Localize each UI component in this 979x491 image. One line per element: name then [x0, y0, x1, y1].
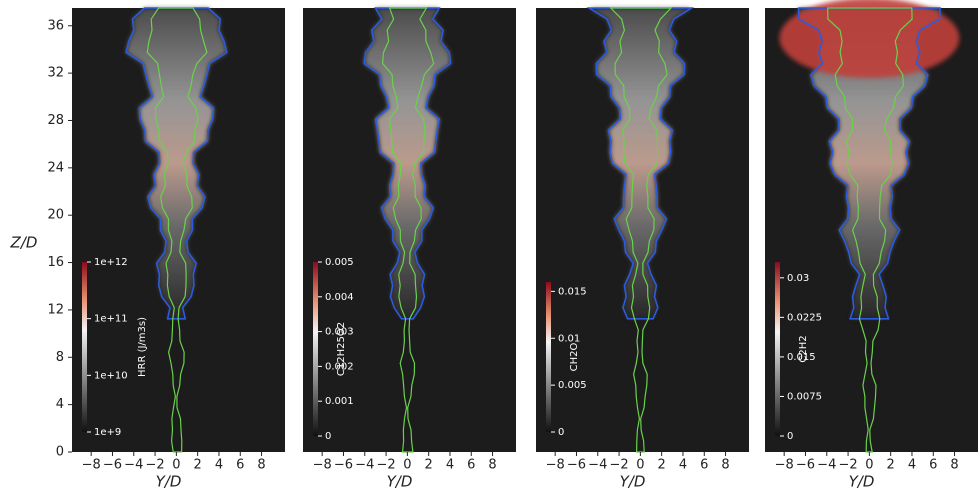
colorbar-tick-label: 0.01 — [558, 333, 580, 344]
x-tick-label: −6 — [103, 458, 122, 473]
x-tick-label: −4 — [588, 458, 607, 473]
blue-contour — [125, 7, 228, 320]
x-tick-label: −4 — [355, 458, 374, 473]
colorbar-label: C2H2 — [798, 335, 809, 362]
colorbar-tick-label: 1e+11 — [94, 314, 128, 325]
x-tick-label: −6 — [334, 458, 353, 473]
x-tick-label: 0 — [636, 458, 644, 473]
y-tick-label: 28 — [47, 113, 64, 128]
colorbar-label: CH2O — [569, 343, 580, 372]
x-tick-label: 0 — [865, 458, 873, 473]
x-tick-label: −4 — [124, 458, 143, 473]
colorbar-tick-label: 0 — [787, 431, 793, 442]
blue-contour — [586, 7, 695, 320]
colorbar-tick-label: 0.003 — [325, 327, 354, 338]
x-tick-label: −2 — [838, 458, 857, 473]
y-tick-label: 12 — [47, 302, 64, 317]
jet-field — [125, 7, 228, 453]
x-tick-label: −2 — [609, 458, 628, 473]
colorbar — [313, 262, 318, 436]
x-tick-label: 8 — [488, 458, 496, 473]
blue-contour — [797, 7, 941, 320]
colorbar-tick-label: 0 — [558, 427, 564, 438]
y-tick-label: 32 — [47, 66, 64, 81]
x-tick-label: −6 — [567, 458, 586, 473]
x-axis-label: Y/D — [620, 473, 646, 491]
colorbar-tick-label: 0.03 — [787, 273, 809, 284]
x-tick-label: 6 — [700, 458, 708, 473]
colorbar-tick-label: 0.002 — [325, 361, 354, 372]
x-tick-label: 6 — [929, 458, 937, 473]
x-tick-label: −8 — [775, 458, 794, 473]
x-tick-label: 8 — [950, 458, 958, 473]
x-tick-label: 8 — [257, 458, 265, 473]
colorbar-label: HRR (J/m3s) — [137, 317, 148, 377]
jet-fill — [126, 8, 227, 319]
x-tick-label: 8 — [721, 458, 729, 473]
x-tick-label: −8 — [82, 458, 101, 473]
green-contour — [827, 7, 913, 453]
colorbar-tick-label: 0.004 — [325, 292, 354, 303]
x-axis-label: Y/D — [849, 473, 875, 491]
x-tick-label: 2 — [425, 458, 433, 473]
x-tick-label: −4 — [817, 458, 836, 473]
colorbar-tick-label: 0.015 — [787, 352, 816, 363]
x-tick-label: 4 — [679, 458, 687, 473]
colorbar — [546, 282, 551, 432]
jet-field — [363, 7, 452, 453]
x-tick-label: 6 — [236, 458, 244, 473]
x-tick-label: −2 — [145, 458, 164, 473]
x-axis-label: Y/D — [387, 473, 413, 491]
jet-fill — [364, 8, 451, 319]
green-contour — [381, 7, 435, 453]
colorbar-tick-label: 0.0225 — [787, 312, 822, 323]
y-tick-label: 8 — [56, 350, 64, 365]
blue-contour — [363, 7, 452, 320]
x-tick-label: −8 — [313, 458, 332, 473]
x-tick-label: 4 — [446, 458, 454, 473]
y-tick-label: 0 — [56, 445, 64, 460]
x-tick-label: −2 — [376, 458, 395, 473]
x-tick-label: 0 — [403, 458, 411, 473]
x-tick-label: 4 — [215, 458, 223, 473]
colorbar — [775, 262, 780, 436]
colorbar-tick-label: 0 — [325, 431, 331, 442]
colorbar — [82, 262, 87, 432]
colorbar-tick-label: 0.001 — [325, 396, 354, 407]
y-axis-label: Z/D — [10, 234, 38, 252]
colorbar-tick-label: 0.005 — [558, 380, 587, 391]
x-tick-label: 2 — [887, 458, 895, 473]
colorbar-tick-label: 0.0075 — [787, 391, 822, 402]
x-tick-label: 2 — [658, 458, 666, 473]
jet-field — [586, 7, 695, 453]
x-tick-label: −6 — [796, 458, 815, 473]
x-tick-label: 0 — [172, 458, 180, 473]
colorbar-tick-label: 0.015 — [558, 286, 587, 297]
x-tick-label: 6 — [467, 458, 475, 473]
y-tick-label: 24 — [47, 160, 64, 175]
y-tick-label: 16 — [47, 255, 64, 270]
colorbar-tick-label: 1e+12 — [94, 257, 128, 268]
y-tick-label: 20 — [47, 208, 64, 223]
jet-fill — [798, 8, 941, 319]
x-tick-label: 2 — [194, 458, 202, 473]
jet-top — [779, 0, 960, 78]
x-tick-label: −8 — [546, 458, 565, 473]
green-contour — [609, 7, 673, 453]
colorbar-label: C12H25O2 — [336, 322, 347, 376]
green-contour — [146, 7, 208, 453]
jet-fill — [589, 8, 692, 319]
jet-field — [779, 0, 960, 453]
y-tick-label: 4 — [56, 397, 64, 412]
x-axis-label: Y/D — [156, 473, 182, 491]
x-tick-label: 4 — [908, 458, 916, 473]
colorbar-tick-label: 0.005 — [325, 257, 354, 268]
y-tick-label: 36 — [47, 18, 64, 33]
colorbar-tick-label: 1e+10 — [94, 370, 128, 381]
colorbar-tick-label: 1e+9 — [94, 427, 121, 438]
